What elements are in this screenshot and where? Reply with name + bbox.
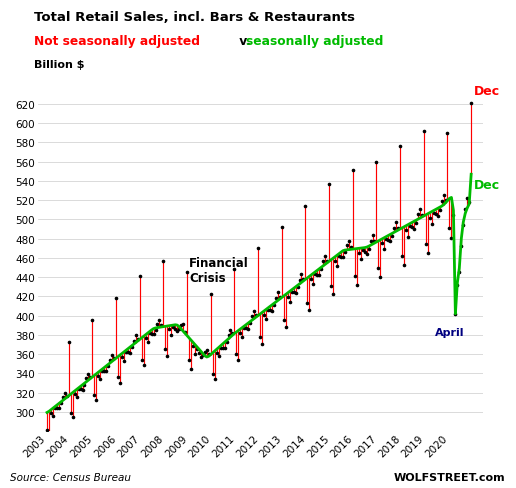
- Text: WOLFSTREET.com: WOLFSTREET.com: [394, 472, 506, 482]
- Text: v.: v.: [235, 35, 255, 48]
- Text: Source: Census Bureau: Source: Census Bureau: [10, 472, 131, 482]
- Text: Not seasonally adjusted: Not seasonally adjusted: [34, 35, 200, 48]
- Text: seasonally adjusted: seasonally adjusted: [246, 35, 383, 48]
- Text: Dec: Dec: [474, 179, 500, 192]
- Text: Billion $: Billion $: [34, 60, 84, 69]
- Text: April: April: [434, 327, 464, 337]
- Text: Financial
Crisis: Financial Crisis: [189, 256, 249, 284]
- Text: Total Retail Sales, incl. Bars & Restaurants: Total Retail Sales, incl. Bars & Restaur…: [34, 11, 354, 24]
- Text: Dec: Dec: [474, 85, 500, 98]
